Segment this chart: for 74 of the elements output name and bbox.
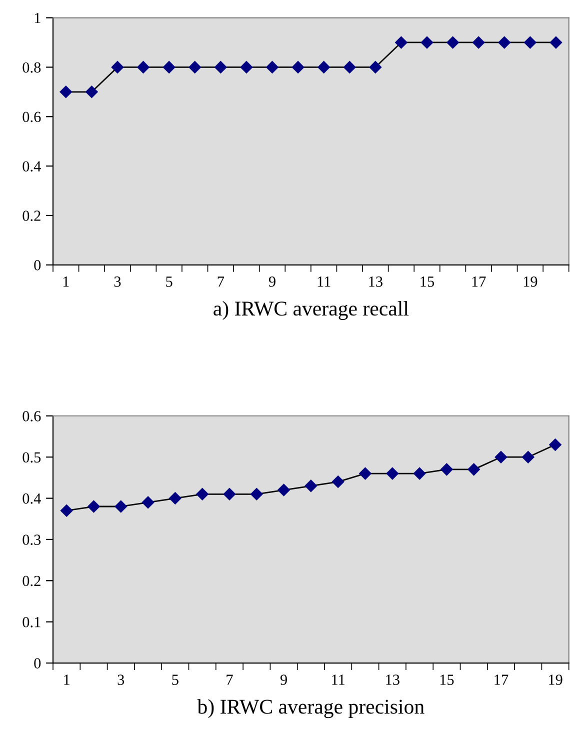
y-tick-label: 0.5 — [22, 452, 41, 463]
point — [88, 500, 100, 513]
point — [240, 61, 253, 74]
point — [522, 450, 534, 464]
x-tick-label: 9 — [268, 276, 276, 287]
point — [369, 61, 382, 74]
point — [344, 61, 356, 74]
x-tick-label: 11 — [318, 276, 330, 287]
point — [60, 86, 72, 98]
point — [395, 36, 408, 49]
point — [214, 61, 227, 74]
point — [266, 61, 278, 74]
x-tick-label: 19 — [524, 276, 538, 287]
point — [549, 438, 562, 451]
point — [292, 61, 304, 74]
point — [498, 36, 510, 49]
x-tick-label: 19 — [548, 674, 562, 685]
x-tick-label: 5 — [166, 276, 172, 287]
point — [86, 86, 98, 98]
x-tick-label: 17 — [472, 276, 486, 287]
point — [413, 467, 426, 480]
y-tick-label: 0 — [34, 260, 41, 270]
y-tick-label: 0.6 — [22, 112, 41, 122]
point — [196, 488, 208, 500]
y-tick-label: 1 — [34, 12, 40, 24]
x-tick-label: 7 — [226, 674, 233, 685]
point — [111, 61, 124, 74]
point — [494, 450, 508, 464]
text: a) IRWC average recall — [214, 300, 409, 320]
y-tick-label: 0.8 — [22, 62, 41, 73]
y-tick-label: 0.3 — [22, 534, 41, 545]
x-tick-label: 11 — [332, 674, 345, 685]
point — [188, 61, 201, 74]
x-tick-label: 1 — [64, 674, 70, 685]
point — [468, 463, 480, 476]
x-tick-label: 15 — [440, 674, 454, 685]
point — [278, 484, 290, 496]
point — [304, 480, 318, 492]
point — [60, 504, 73, 517]
text: b) IRWC average precision — [197, 699, 424, 718]
x-tick-label: 1 — [63, 276, 69, 287]
point — [332, 476, 344, 488]
y-tick-label: 0.2 — [22, 210, 40, 222]
point — [318, 61, 330, 74]
x-tick-label: 13 — [369, 276, 382, 287]
point — [250, 488, 263, 500]
x-tick-label: 15 — [420, 276, 434, 287]
point — [223, 488, 236, 500]
point — [420, 36, 434, 49]
x-tick-label: 3 — [114, 276, 121, 287]
point — [114, 500, 127, 513]
x-tick-label: 3 — [118, 674, 124, 685]
point — [169, 492, 182, 504]
x-tick-label: 5 — [172, 674, 178, 685]
y-tick-label: 0.4 — [22, 161, 41, 172]
y-tick-label: 0 — [34, 658, 41, 668]
y-tick-label: 0.1 — [22, 616, 40, 628]
x-tick-label: 7 — [218, 276, 224, 287]
x-tick-label: 9 — [280, 674, 287, 685]
point — [440, 463, 453, 476]
x-tick-label: 17 — [494, 674, 508, 685]
y-tick-label: 0.6 — [22, 411, 41, 422]
point — [472, 36, 485, 49]
point — [446, 36, 459, 49]
point — [524, 36, 536, 49]
point — [162, 61, 176, 74]
point — [142, 496, 154, 508]
y-tick-label: 0.4 — [22, 493, 41, 504]
y-tick-label: 0.2 — [22, 576, 40, 586]
point — [550, 36, 562, 49]
x-tick-label: 13 — [386, 674, 400, 685]
point — [359, 467, 372, 480]
point — [137, 61, 150, 74]
point — [386, 467, 398, 480]
